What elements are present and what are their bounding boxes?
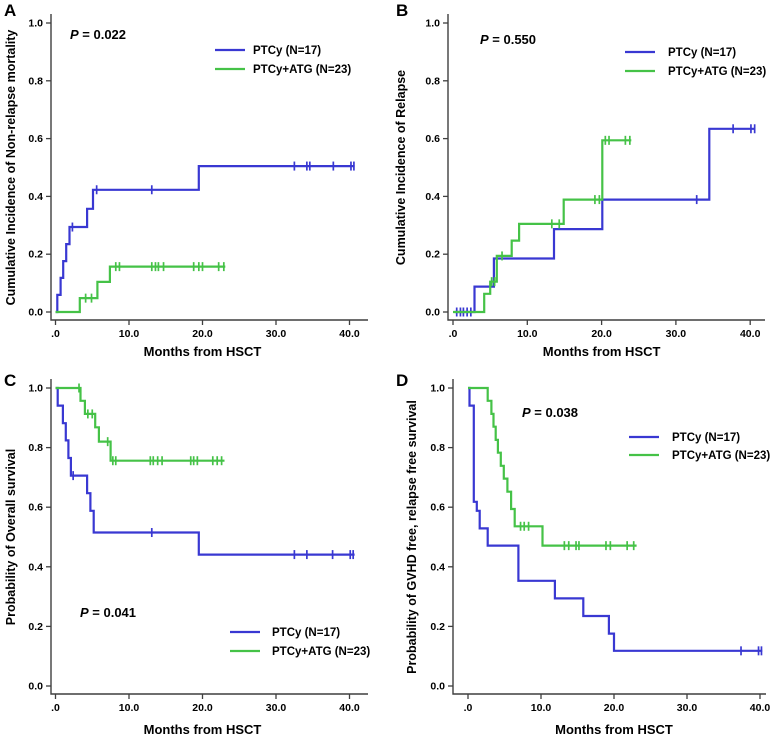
- y-tick-label: 0.2: [28, 249, 43, 261]
- y-tick-label: 1.0: [430, 383, 445, 395]
- x-tick-label: 30.0: [266, 328, 287, 340]
- x-axis-title: Months from HSCT: [144, 722, 262, 737]
- y-tick-label: 0.8: [28, 75, 43, 87]
- x-axis-title: Months from HSCT: [144, 344, 262, 359]
- y-tick-label: 0.4: [28, 561, 43, 573]
- y-tick-label: 0.0: [28, 307, 43, 319]
- x-tick-label: .0: [449, 328, 458, 340]
- x-tick-label: 40.0: [750, 702, 771, 714]
- x-axis-title: Months from HSCT: [555, 722, 673, 737]
- legend-label-ptcy: PTCy (N=17): [272, 627, 340, 639]
- y-tick-label: 0.4: [425, 191, 440, 203]
- p-value: P = 0.550: [480, 32, 536, 47]
- x-tick-label: 10.0: [531, 702, 552, 714]
- panel-overall-survival: .0 10.0 20.0 30.0 40.0 0.0 0.2 0.4 0.6 0.8 1.0 Mont…: [0, 370, 388, 740]
- p-value: P = 0.041: [80, 605, 136, 620]
- survival-curve-ptcy-atg: [468, 386, 637, 547]
- x-tick-label: 40.0: [339, 702, 360, 714]
- survival-curve-ptcy-atg: [55, 265, 226, 314]
- y-tick-label: 1.0: [28, 383, 43, 395]
- y-tick-label: 0.6: [430, 502, 445, 514]
- p-value: P = 0.022: [70, 27, 126, 42]
- survival-curve-ptcy: [468, 386, 763, 652]
- y-tick-label: 0.8: [425, 75, 440, 87]
- y-tick-label: 0.8: [28, 442, 43, 454]
- y-axis-title: Probability of GVHD free, relapse free s…: [405, 400, 419, 674]
- panel-label: C: [4, 371, 16, 390]
- axis-lines: [50, 379, 368, 695]
- y-tick-label: 0.0: [430, 681, 445, 693]
- survival-curve-ptcy-atg: [55, 386, 225, 462]
- y-axis-title: Probability of Overall survival: [4, 449, 18, 625]
- x-tick-label: 30.0: [677, 702, 698, 714]
- x-tick-label: 20.0: [591, 328, 612, 340]
- x-tick-label: .0: [464, 702, 473, 714]
- y-tick-label: 0.4: [28, 191, 43, 203]
- y-tick-label: 0.6: [28, 133, 43, 145]
- panel-label: B: [396, 1, 408, 20]
- panel-gvhd-relapse-free-survival: .0 10.0 20.0 30.0 40.0 0.0 0.2 0.4 0.6 0.8 1.0 Mont…: [389, 370, 777, 740]
- survival-curve-ptcy: [55, 165, 355, 314]
- y-axis-title: Cumulative Incidence of Non-relapse mort…: [4, 30, 18, 306]
- y-tick-label: 0.2: [430, 621, 445, 633]
- survival-curve-ptcy: [55, 386, 355, 556]
- y-tick-label: 0.2: [28, 621, 43, 633]
- legend-label-ptcy: PTCy (N=17): [253, 45, 321, 57]
- y-tick-label: 0.4: [430, 561, 445, 573]
- x-tick-label: 30.0: [266, 702, 287, 714]
- x-tick-label: 10.0: [119, 702, 140, 714]
- survival-curve-ptcy-atg: [453, 139, 632, 314]
- axis-lines: [50, 14, 368, 321]
- x-tick-label: .0: [51, 702, 60, 714]
- panel-b-chart: .0 10.0 20.0 30.0 40.0 0.0 0.2 0.4 0.6 0.8 1.0 Mont…: [394, 1, 766, 359]
- x-axis-title: Months from HSCT: [543, 344, 661, 359]
- panel-a-chart: .0 10.0 20.0 30.0 40.0 0.0 0.2 0.4 0.6 0.8 1.0 Mont…: [4, 1, 368, 359]
- x-tick-label: 30.0: [666, 328, 687, 340]
- y-tick-label: 1.0: [28, 18, 43, 30]
- y-tick-label: 0.6: [28, 502, 43, 514]
- y-tick-label: 0.6: [425, 133, 440, 145]
- panel-label: D: [396, 371, 408, 390]
- x-tick-label: 40.0: [740, 328, 761, 340]
- panel-c-chart: .0 10.0 20.0 30.0 40.0 0.0 0.2 0.4 0.6 0.8 1.0 Mont…: [4, 371, 370, 737]
- y-tick-label: 1.0: [425, 18, 440, 30]
- y-tick-label: 0.8: [430, 442, 445, 454]
- legend-label-ptcy-atg: PTCy+ATG (N=23): [253, 64, 351, 76]
- panel-label: A: [4, 1, 16, 20]
- p-value: P = 0.038: [522, 405, 578, 420]
- y-axis-title: Cumulative Incidence of Relapse: [394, 70, 408, 265]
- axis-lines: [447, 14, 765, 321]
- legend-label-ptcy-atg: PTCy+ATG (N=23): [272, 646, 370, 658]
- panel-nrm-cumulative-incidence: .0 10.0 20.0 30.0 40.0 0.0 0.2 0.4 0.6 0.8 1.0 Mont…: [0, 0, 388, 370]
- legend-label-ptcy-atg: PTCy+ATG (N=23): [672, 450, 770, 462]
- legend-label-ptcy: PTCy (N=17): [668, 47, 736, 59]
- x-tick-label: 20.0: [192, 702, 213, 714]
- x-tick-label: 20.0: [604, 702, 625, 714]
- x-tick-label: .0: [51, 328, 60, 340]
- x-tick-label: 10.0: [517, 328, 538, 340]
- y-tick-label: 0.0: [425, 307, 440, 319]
- y-tick-label: 0.2: [425, 249, 440, 261]
- legend-label-ptcy-atg: PTCy+ATG (N=23): [668, 66, 766, 78]
- panel-relapse-cumulative-incidence: .0 10.0 20.0 30.0 40.0 0.0 0.2 0.4 0.6 0.8 1.0 Mont…: [389, 0, 777, 370]
- panel-d-chart: .0 10.0 20.0 30.0 40.0 0.0 0.2 0.4 0.6 0.8 1.0 Mont…: [396, 371, 771, 737]
- x-tick-label: 10.0: [119, 328, 140, 340]
- x-tick-label: 20.0: [192, 328, 213, 340]
- y-tick-label: 0.0: [28, 681, 43, 693]
- legend-label-ptcy: PTCy (N=17): [672, 432, 740, 444]
- survival-curve-ptcy: [454, 127, 756, 314]
- x-tick-label: 40.0: [339, 328, 360, 340]
- axis-lines: [452, 379, 766, 695]
